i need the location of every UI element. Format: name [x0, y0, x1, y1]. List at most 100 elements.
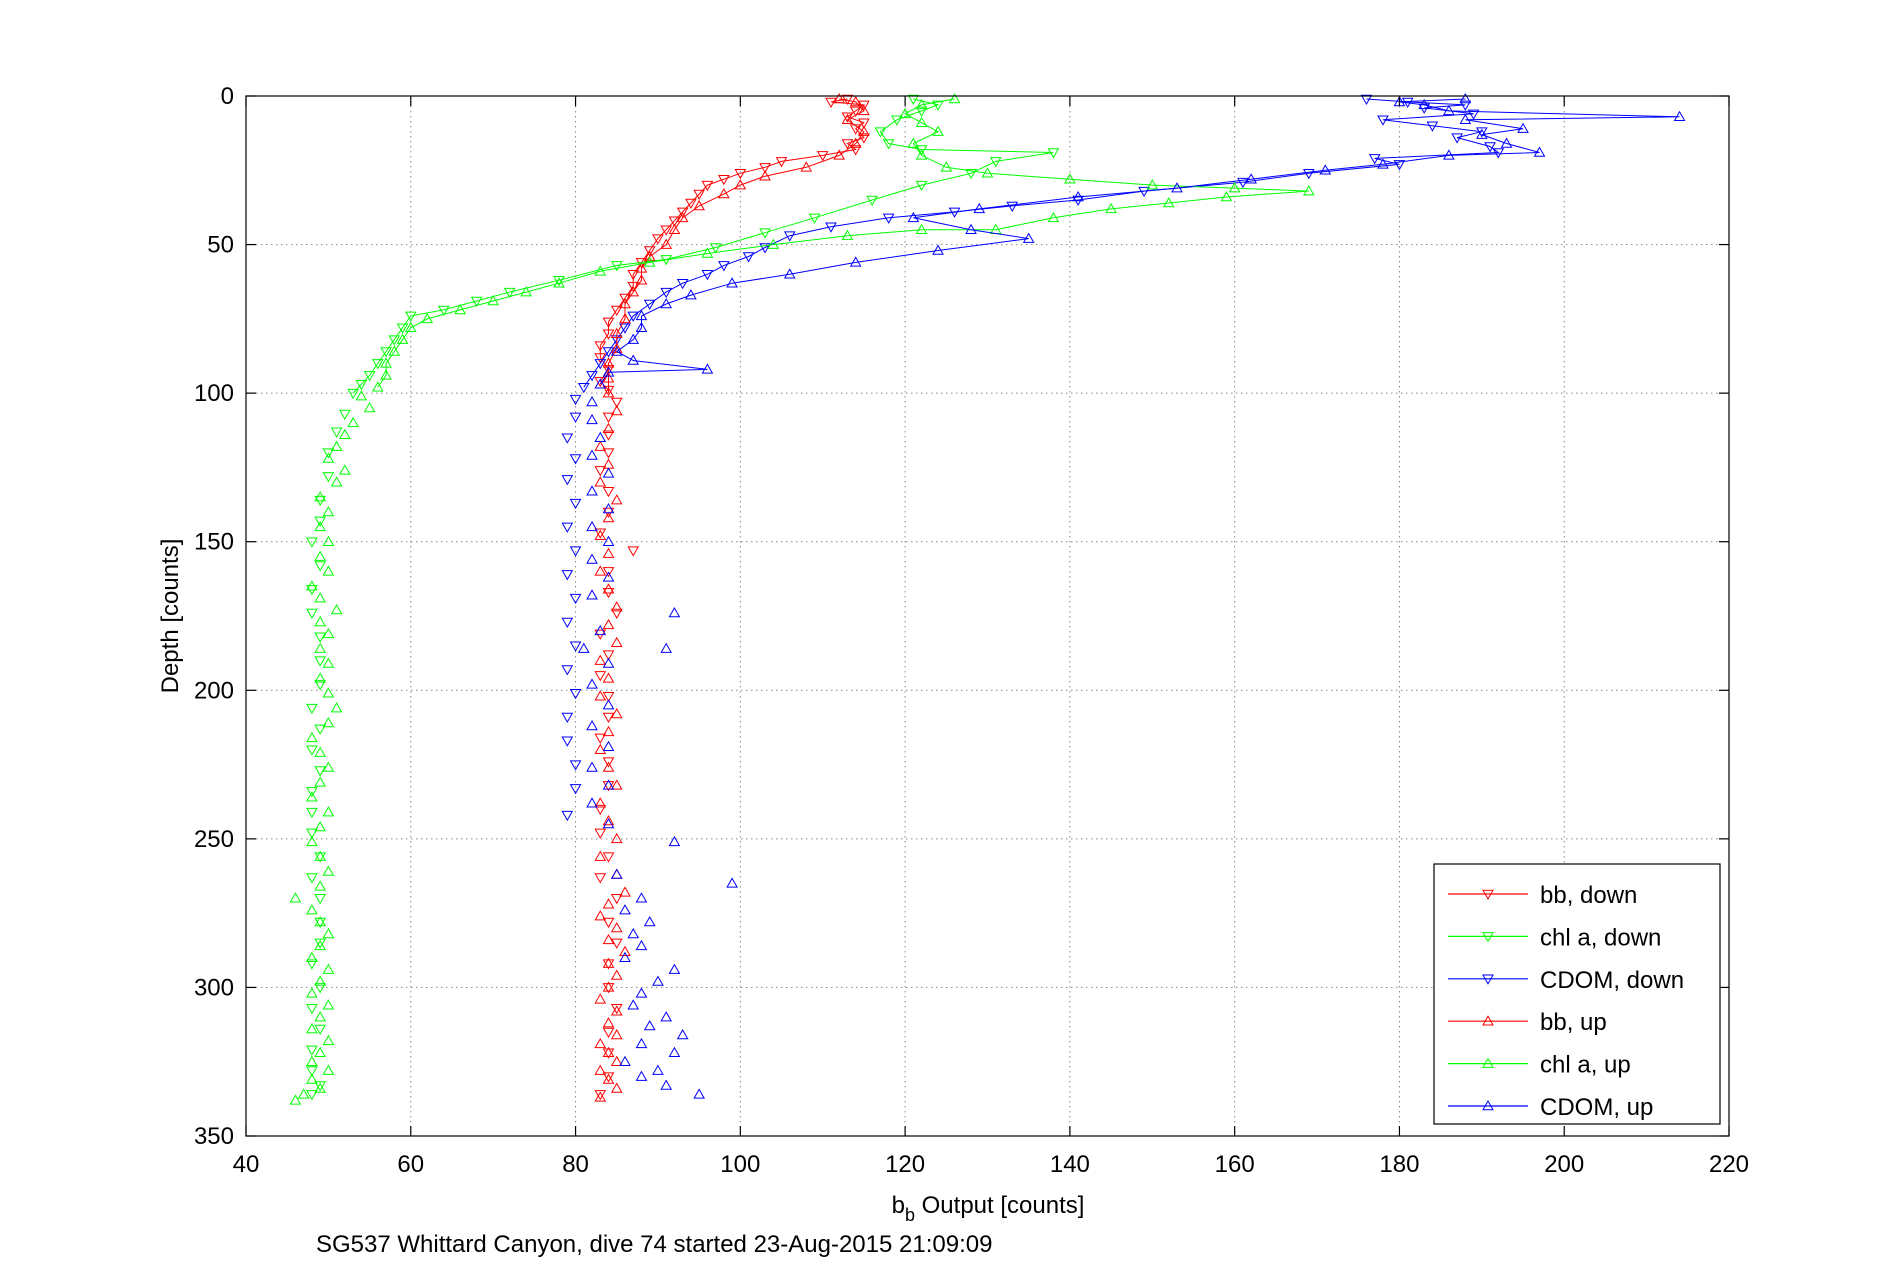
data-point: [594, 624, 607, 636]
data-point: [322, 535, 335, 546]
data-point: [314, 894, 327, 905]
data-point: [660, 297, 673, 309]
series-5: [577, 92, 1686, 1099]
legend-label: chl a, up: [1540, 1052, 1631, 1079]
data-point: [363, 371, 376, 382]
data-point: [388, 345, 401, 356]
data-point: [610, 1082, 623, 1093]
data-point: [668, 216, 681, 227]
data-point: [314, 880, 327, 891]
data-point: [594, 671, 607, 682]
data-point: [297, 1088, 310, 1099]
data-point: [643, 246, 656, 257]
data-point: [561, 570, 574, 581]
legend-entry-4: chl a, up: [1448, 1052, 1631, 1079]
data-point: [1418, 98, 1431, 110]
legend-marker: [1482, 974, 1494, 985]
data-point: [701, 270, 714, 281]
data-point: [322, 627, 335, 639]
data-point: [734, 169, 747, 180]
data-point: [610, 938, 623, 949]
data-point: [874, 127, 887, 138]
legend-marker: [1482, 1057, 1494, 1068]
legend: bb, down chl a, down CDOM, down bb, up chl a…: [1433, 863, 1721, 1125]
data-point: [882, 213, 895, 224]
x-tick-label: 200: [1544, 1151, 1584, 1178]
y-tick-label: 350: [194, 1123, 234, 1150]
data-point: [1492, 148, 1505, 159]
data-point: [602, 583, 615, 594]
data-point: [825, 97, 837, 108]
data-point: [940, 161, 953, 172]
data-point: [586, 553, 598, 564]
data-point: [759, 228, 771, 239]
data-point: [643, 250, 656, 261]
data-point: [907, 94, 920, 105]
x-tick-label: 100: [720, 1151, 760, 1178]
data-point: [1237, 177, 1249, 189]
x-tick-label: 160: [1215, 1151, 1255, 1178]
data-point: [322, 716, 335, 728]
data-point: [602, 650, 615, 661]
data-point: [454, 303, 467, 315]
data-point: [676, 207, 689, 218]
data-point: [322, 687, 335, 698]
data-point: [932, 100, 944, 111]
data-point: [314, 776, 327, 787]
data-point: [734, 179, 747, 190]
data-point: [314, 1046, 327, 1058]
data-point: [693, 189, 706, 201]
data-point: [314, 916, 327, 927]
data-point: [314, 975, 327, 986]
data-point: [899, 107, 911, 119]
data-point: [610, 327, 623, 338]
data-point: [602, 317, 615, 328]
data-point: [594, 690, 607, 701]
data-point: [306, 987, 318, 998]
data-point: [635, 262, 648, 273]
data-point: [322, 963, 335, 974]
data-point: [602, 959, 615, 970]
data-point: [619, 945, 631, 957]
data-point: [849, 256, 862, 267]
data-point: [676, 1028, 689, 1040]
data-point: [759, 163, 771, 174]
data-point: [553, 277, 565, 288]
data-point: [668, 223, 681, 234]
data-point: [652, 1064, 664, 1075]
legend-marker: [1482, 1015, 1494, 1026]
data-point: [1459, 100, 1472, 111]
data-point: [306, 807, 318, 819]
axis-ticks: [245, 95, 1730, 1137]
legend-box: [1433, 863, 1721, 1125]
data-point: [676, 278, 689, 290]
data-point: [610, 779, 623, 790]
data-point: [627, 270, 640, 281]
data-point: [561, 665, 574, 676]
data-point: [775, 157, 788, 168]
data-point: [627, 286, 640, 297]
data-point: [783, 268, 796, 279]
x-axis-label-main: b: [892, 1192, 905, 1219]
data-point: [569, 689, 582, 700]
data-point: [973, 202, 986, 214]
data-point: [314, 561, 327, 572]
data-point: [586, 396, 598, 407]
data-point: [322, 565, 335, 576]
data-point: [849, 106, 862, 117]
data-point: [577, 642, 590, 653]
data-point: [602, 817, 615, 829]
data-point: [759, 243, 771, 254]
data-point: [602, 412, 615, 423]
data-point: [627, 546, 640, 557]
data-point: [833, 92, 846, 104]
data-point: [1022, 232, 1035, 243]
data-point: [594, 431, 607, 442]
data-point: [783, 231, 796, 242]
data-point: [610, 1003, 623, 1015]
legend-marker: [1482, 932, 1494, 943]
data-point: [1393, 160, 1406, 171]
data-point: [594, 850, 607, 861]
data-point: [709, 243, 722, 254]
data-point: [594, 265, 607, 276]
